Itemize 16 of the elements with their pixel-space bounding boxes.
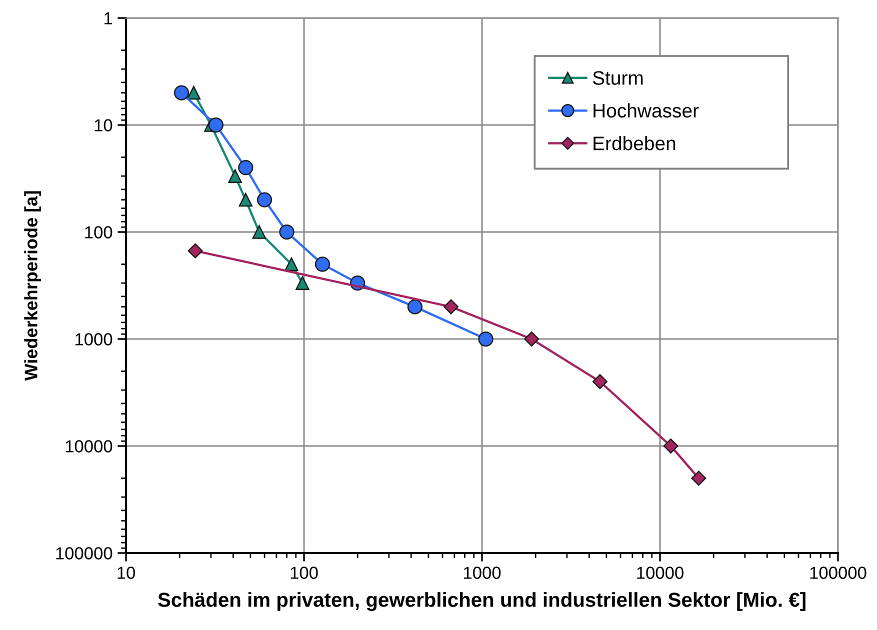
y-tick-label: 100: [85, 226, 112, 238]
y-tick-label: 1: [104, 12, 112, 24]
x-tick-label: 100000: [810, 566, 866, 579]
y-tick-label: 100000: [56, 547, 112, 560]
x-tick-label: 10000: [637, 566, 684, 579]
y-tick-label: 10000: [66, 440, 112, 452]
legend-label: Erdbeben: [594, 136, 676, 150]
x-tick-label: 1000: [464, 566, 501, 579]
y-tick-label: 1000: [76, 333, 112, 346]
y-axis-title: Wiederkehrperiode [a]: [24, 191, 42, 381]
legend-label: Sturm: [592, 71, 643, 85]
x-axis-title: Schäden im privaten, gewerblichen und industriellen Sektor [Mio. €]: [158, 592, 806, 611]
legend-label: Hochwasser: [594, 103, 699, 118]
x-tick-label: 10: [118, 566, 135, 579]
x-tick-label: 100: [290, 566, 318, 579]
y-tick-label: 10: [94, 119, 112, 132]
